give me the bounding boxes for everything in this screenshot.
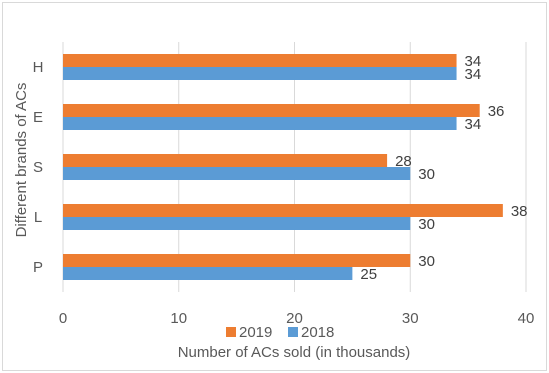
x-tick-labels: 0 10 20 30 40 [59, 310, 535, 327]
legend: 2019 2018 [226, 324, 334, 341]
legend-label-2018: 2018 [301, 324, 334, 341]
x-tick-label: 0 [59, 310, 67, 327]
bar-2019-H [63, 54, 457, 67]
y-tick-label: S [33, 159, 43, 176]
data-label: 30 [418, 216, 435, 233]
x-tick-label: 10 [170, 310, 187, 327]
data-label: 30 [418, 253, 435, 270]
y-tick-label: L [34, 209, 42, 226]
bar-2019-E [63, 104, 480, 117]
legend-swatch-2018 [288, 327, 298, 337]
bars [63, 54, 503, 280]
data-label: 28 [395, 153, 412, 170]
x-axis-title: Number of ACs sold (in thousands) [178, 344, 411, 361]
y-tick-labels: P L S E H [33, 59, 44, 276]
legend-swatch-2019 [226, 327, 236, 337]
bar-2018-E [63, 117, 457, 130]
bar-2018-L [63, 217, 411, 230]
y-tick-label: H [33, 59, 44, 76]
y-tick-label: E [33, 109, 43, 126]
legend-label-2019: 2019 [239, 324, 272, 341]
data-label: 38 [511, 203, 528, 220]
data-label: 34 [465, 53, 482, 70]
data-label: 30 [418, 166, 435, 183]
data-label: 34 [465, 66, 482, 83]
bar-2019-S [63, 154, 388, 167]
data-label: 36 [488, 103, 505, 120]
y-tick-label: P [33, 259, 43, 276]
bar-2018-P [63, 267, 353, 280]
bar-2019-L [63, 204, 503, 217]
x-tick-label: 20 [286, 310, 303, 327]
x-tick-label: 40 [518, 310, 535, 327]
bar-2018-H [63, 67, 457, 80]
y-axis-title: Different brands of ACs [13, 83, 30, 238]
data-label: 34 [465, 116, 482, 133]
bar-2018-S [63, 167, 411, 180]
data-label: 25 [360, 266, 377, 283]
bar-2019-P [63, 254, 411, 267]
x-tick-label: 30 [402, 310, 419, 327]
